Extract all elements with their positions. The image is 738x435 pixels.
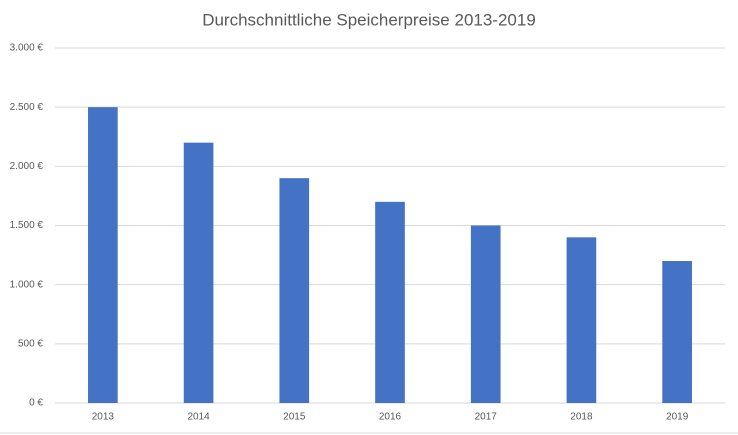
bar [470, 225, 501, 403]
x-tick-label: 2014 [187, 412, 210, 423]
y-tick-label: 1.000 € [10, 279, 44, 290]
y-tick-label: 500 € [18, 338, 43, 349]
y-tick-label: 1.500 € [10, 220, 44, 231]
x-tick-label: 2016 [379, 412, 402, 423]
bar [662, 261, 692, 403]
x-tick-label: 2015 [283, 412, 306, 423]
bar [279, 178, 310, 403]
y-tick-label: 2.500 € [10, 102, 44, 113]
bar [183, 142, 214, 403]
y-tick-label: 3.000 € [10, 43, 44, 54]
bar [566, 237, 597, 403]
x-tick-label: 2013 [92, 412, 115, 423]
x-tick-label: 2019 [666, 412, 689, 423]
x-tick-label: 2018 [570, 412, 593, 423]
y-tick-label: 0 € [29, 398, 43, 409]
chart-title: Durchschnittliche Speicherpreise 2013-20… [202, 10, 536, 29]
bar [88, 107, 118, 404]
y-tick-label: 2.000 € [10, 161, 44, 172]
x-tick-label: 2017 [475, 412, 498, 423]
bar [375, 201, 405, 403]
